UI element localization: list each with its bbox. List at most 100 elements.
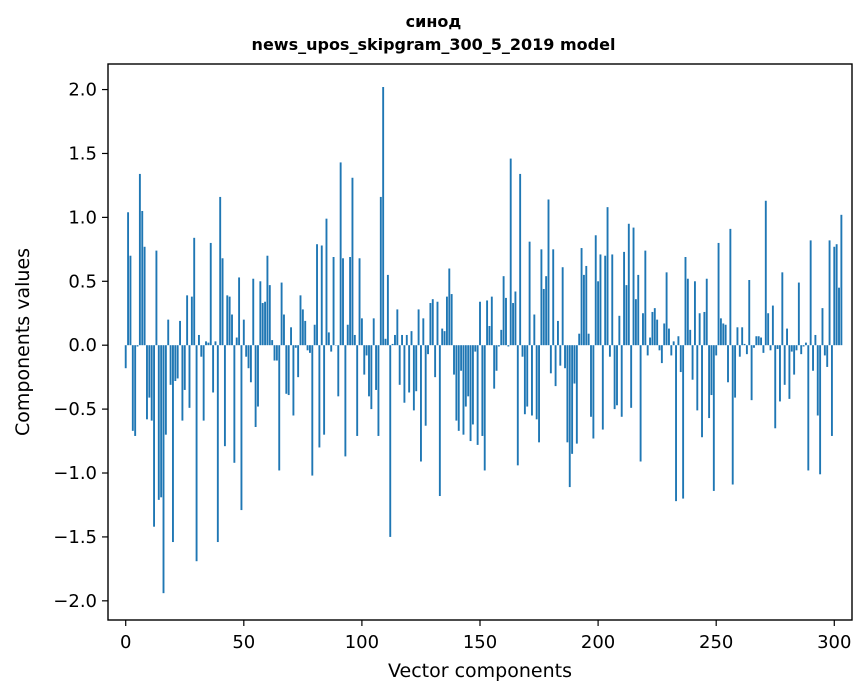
bar (519, 173, 522, 346)
bar (309, 345, 311, 353)
bar (797, 282, 800, 346)
bar (580, 248, 583, 346)
bar (235, 337, 238, 346)
bar (176, 345, 179, 379)
bar (753, 345, 755, 348)
bar (214, 341, 217, 346)
bar (745, 345, 748, 355)
bar (245, 345, 248, 357)
bar (611, 254, 614, 346)
bar (734, 345, 737, 398)
bar (332, 257, 335, 346)
y-tick-label: −1.5 (53, 527, 97, 548)
bar (398, 345, 401, 385)
bar (535, 345, 538, 420)
bar (573, 345, 576, 384)
bar (516, 345, 519, 466)
x-axis-label: Vector components (388, 660, 572, 682)
bar (727, 345, 729, 383)
bar (429, 303, 432, 346)
bar (642, 313, 644, 346)
bar (830, 345, 833, 436)
bar (169, 345, 172, 385)
bar (301, 309, 304, 346)
bar (575, 345, 578, 444)
bar (675, 345, 677, 502)
bar (186, 295, 189, 346)
bar (538, 345, 540, 443)
bar (554, 345, 557, 387)
bar (349, 257, 352, 346)
bar (651, 311, 654, 346)
bar (247, 345, 250, 369)
bar (507, 345, 510, 347)
bar (705, 278, 708, 346)
bar (436, 301, 439, 346)
bar (422, 318, 425, 346)
bar (445, 296, 448, 346)
bar (597, 281, 600, 346)
bar (540, 249, 543, 346)
bar (275, 345, 278, 361)
bar (394, 334, 396, 346)
bar (627, 223, 630, 346)
bar (632, 227, 635, 346)
bar (670, 345, 673, 356)
bar (549, 345, 552, 374)
bar (838, 287, 840, 346)
bar (693, 281, 696, 346)
bar (382, 87, 385, 346)
bar (356, 345, 359, 436)
bar (205, 341, 207, 346)
bar (672, 341, 675, 346)
bar (483, 345, 486, 471)
bar (528, 241, 531, 346)
bar (231, 314, 233, 346)
bar (360, 318, 363, 346)
bar (802, 345, 805, 347)
bar (448, 268, 451, 346)
bar (143, 246, 146, 346)
bar (408, 345, 411, 393)
bar (774, 345, 777, 429)
bar (259, 281, 262, 346)
bar (320, 245, 323, 346)
bar (391, 343, 394, 346)
bar (660, 345, 663, 364)
bar (240, 345, 243, 511)
bar (424, 345, 427, 426)
bar (212, 345, 215, 393)
bar (453, 345, 455, 375)
bar (564, 345, 566, 369)
bar (620, 345, 623, 417)
bar (403, 345, 406, 403)
bar (476, 345, 479, 445)
bar (363, 345, 366, 375)
bar (469, 345, 472, 442)
bar (736, 327, 739, 346)
bar (679, 345, 682, 373)
bar (682, 345, 685, 499)
chart-subtitle: news_upos_skipgram_300_5_2019 model (251, 35, 616, 54)
bar (386, 274, 389, 346)
bar (481, 345, 484, 436)
bar (179, 320, 181, 346)
bar (379, 196, 382, 346)
bar (606, 207, 609, 346)
bar (467, 345, 470, 397)
bar (299, 295, 302, 346)
bar (287, 345, 290, 396)
bar (668, 328, 670, 346)
bar (779, 345, 781, 402)
bar (731, 345, 734, 485)
bar (127, 212, 130, 346)
bar (268, 285, 271, 346)
bar (812, 345, 814, 371)
bar (665, 272, 668, 346)
bar (512, 303, 515, 346)
bar (226, 295, 229, 346)
bar (405, 334, 408, 346)
bar (271, 340, 274, 346)
bar (658, 345, 661, 351)
bar (786, 328, 788, 346)
